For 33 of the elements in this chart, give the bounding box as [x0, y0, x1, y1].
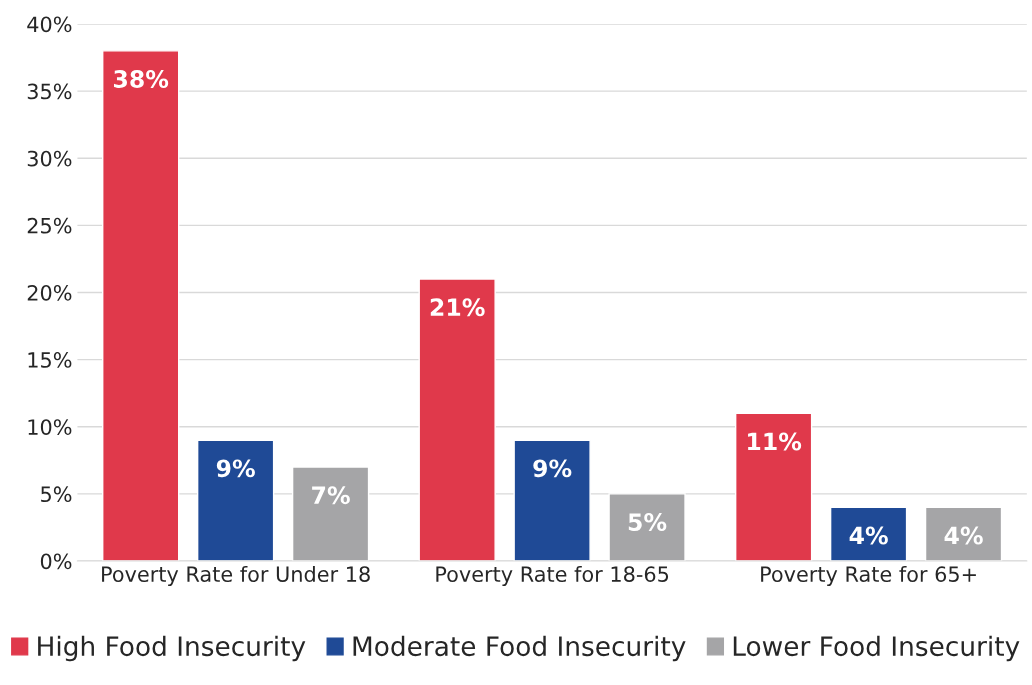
data-label: 9% — [533, 459, 572, 478]
bar — [924, 506, 1003, 562]
y-tick-label: 5% — [41, 486, 72, 503]
bar — [102, 50, 180, 562]
y-tick-label: 40% — [27, 16, 72, 33]
x-tick-label: Poverty Rate for 18-65 — [436, 565, 669, 587]
bar — [734, 412, 813, 562]
x-tick-label: Poverty Rate for Under 18 — [102, 565, 370, 587]
y-tick-label: 35% — [27, 83, 72, 100]
bar — [418, 278, 496, 562]
y-tick-label: 0% — [40, 553, 72, 570]
legend-label: Lower Food Insecurity — [733, 635, 1020, 662]
y-tick-label: 30% — [27, 150, 72, 167]
data-label: 9% — [216, 459, 255, 478]
data-label: 11% — [748, 432, 802, 451]
data-label: 21% — [430, 298, 485, 317]
data-label: 5% — [628, 513, 667, 531]
x-tick-label: Poverty Rate for 65+ — [761, 565, 976, 587]
y-tick-label: 25% — [27, 217, 72, 234]
y-tick-label: 10% — [28, 419, 72, 435]
y-tick-label: 20% — [27, 284, 72, 301]
bar — [291, 466, 370, 562]
data-label: 7% — [312, 486, 350, 505]
legend-label: High Food Insecurity — [38, 635, 306, 662]
data-label: 38% — [114, 70, 169, 88]
data-label: 4% — [944, 526, 983, 545]
bar — [608, 493, 686, 562]
bar — [829, 506, 908, 562]
data-label: 4% — [849, 526, 888, 545]
bar — [513, 439, 591, 562]
bar — [196, 439, 275, 562]
legend-label: Moderate Food Insecurity — [353, 635, 686, 662]
y-tick-label: 15% — [28, 352, 72, 368]
